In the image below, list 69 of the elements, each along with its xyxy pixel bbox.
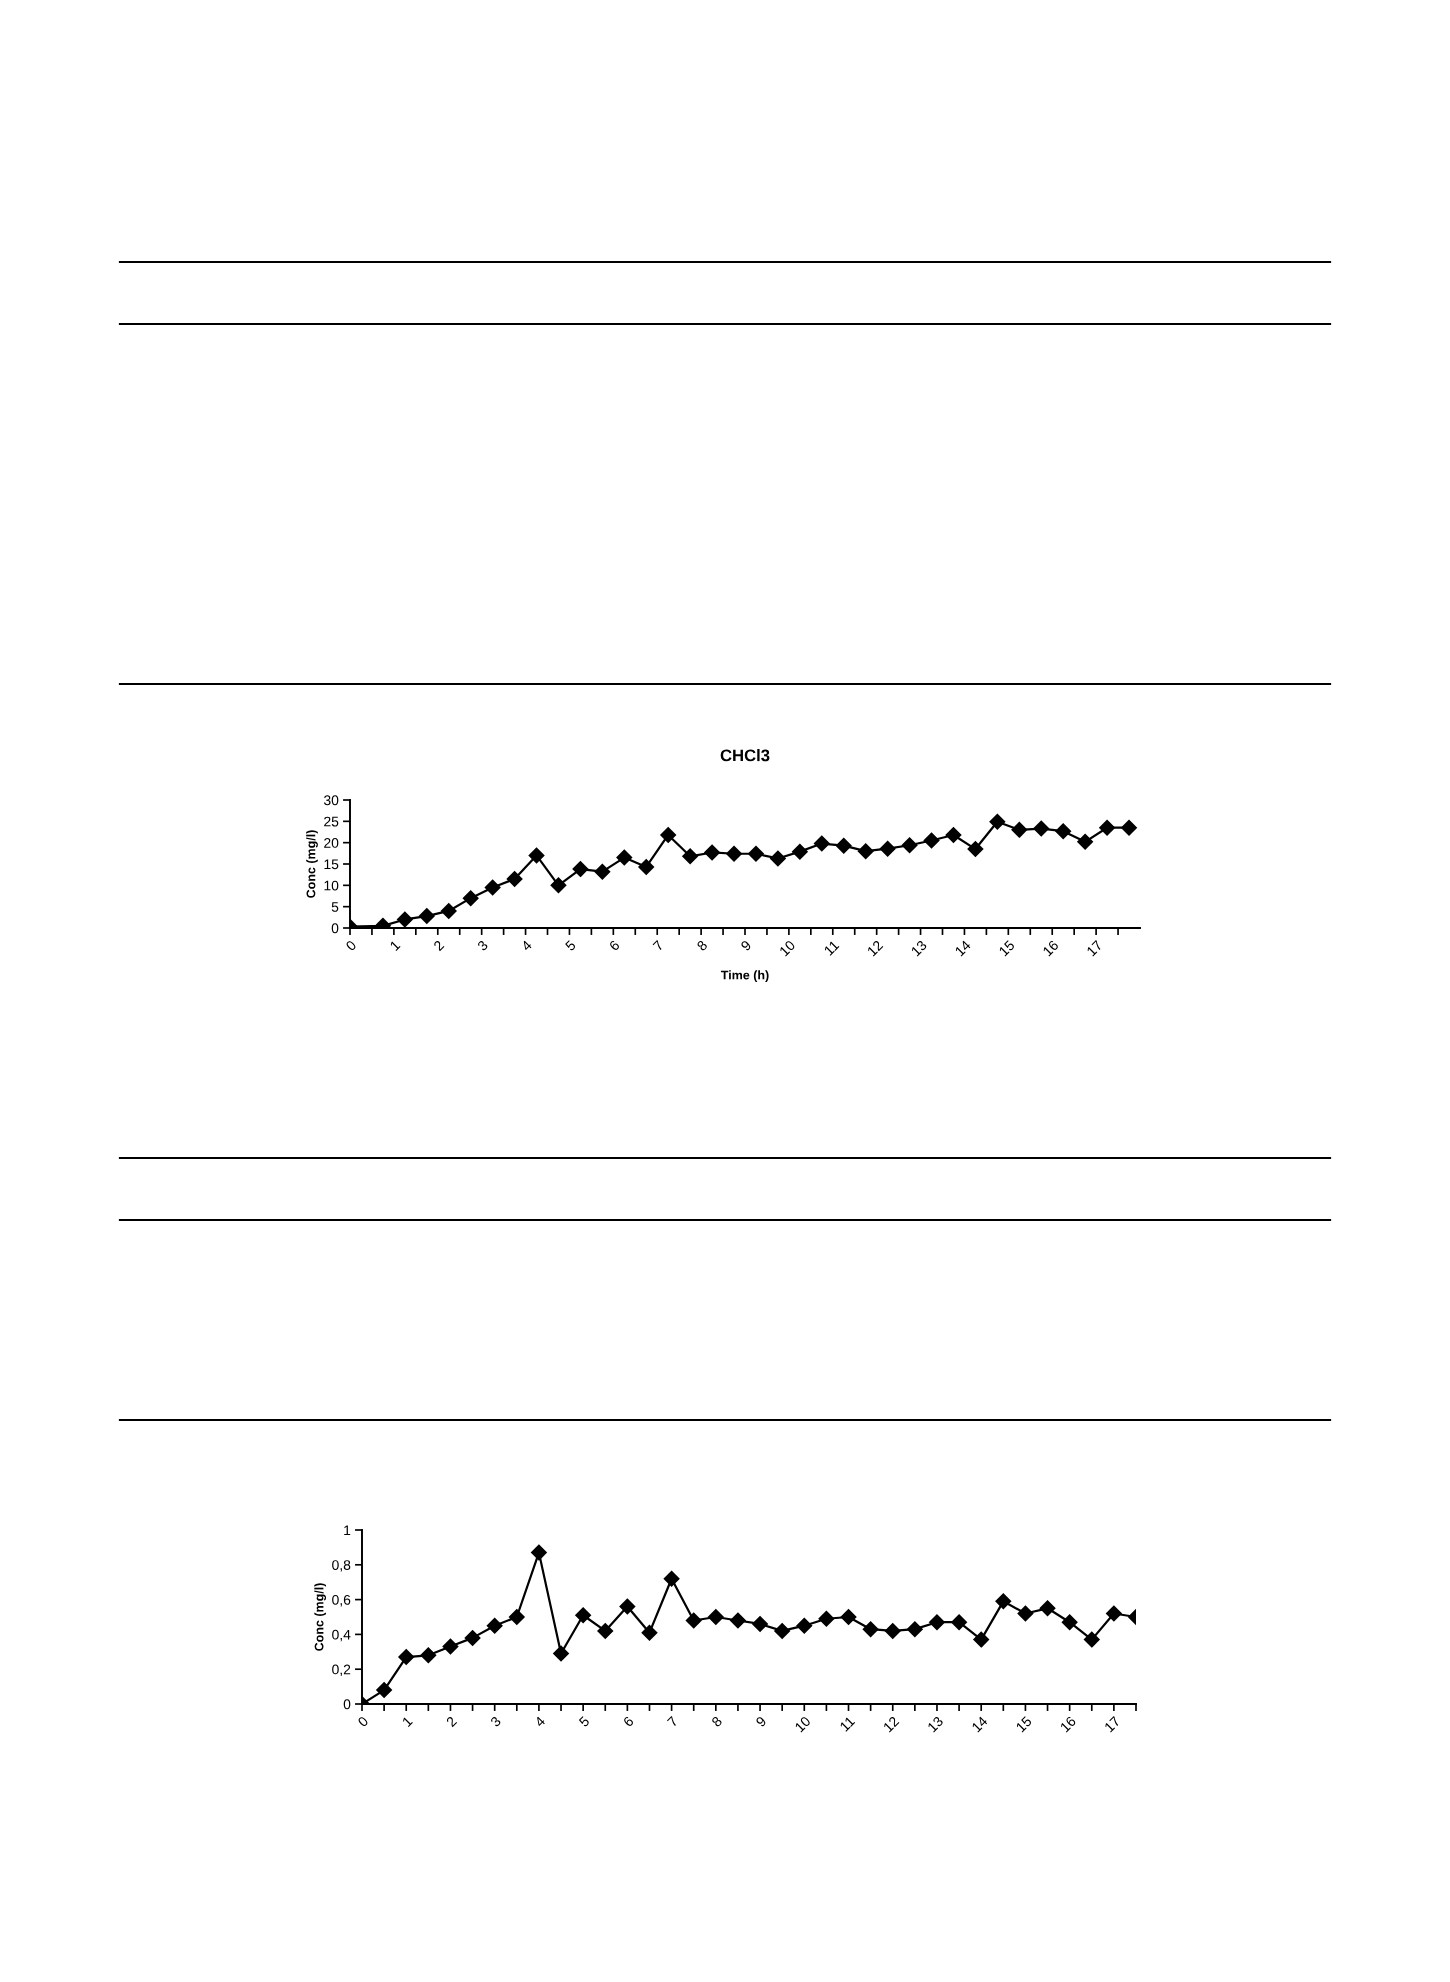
point [484, 879, 501, 896]
point [752, 1616, 768, 1632]
point [619, 1598, 636, 1615]
point [945, 827, 962, 843]
point [1077, 834, 1093, 850]
point [442, 1638, 459, 1655]
point [951, 1614, 967, 1630]
point [531, 1544, 547, 1561]
point [1099, 820, 1115, 836]
point [879, 840, 896, 857]
point [572, 861, 589, 877]
point [1039, 1600, 1056, 1616]
point [597, 1623, 613, 1639]
point [901, 837, 918, 853]
point [660, 827, 676, 843]
point [770, 850, 786, 867]
point [885, 1623, 901, 1639]
point [708, 1609, 724, 1625]
point [836, 837, 852, 854]
point [398, 1649, 414, 1665]
point [1033, 820, 1049, 837]
point [463, 890, 479, 906]
point [464, 1630, 481, 1646]
point [774, 1623, 790, 1639]
point [929, 1614, 945, 1630]
point [1106, 1605, 1122, 1622]
point [441, 903, 457, 919]
point [616, 849, 632, 866]
point [487, 1618, 503, 1634]
point [550, 877, 567, 894]
point [575, 1607, 591, 1623]
point [528, 847, 545, 864]
point [397, 911, 413, 928]
point [663, 1571, 680, 1587]
point [923, 832, 940, 849]
point [792, 843, 808, 860]
point [748, 846, 764, 862]
point [509, 1609, 525, 1625]
point [1061, 1614, 1078, 1630]
point [995, 1593, 1011, 1610]
point [506, 871, 523, 887]
point [989, 814, 1006, 830]
point [376, 1682, 392, 1698]
point [704, 844, 720, 861]
point [726, 846, 742, 862]
point [682, 848, 698, 864]
point [1121, 820, 1137, 836]
point [553, 1645, 569, 1662]
point [594, 864, 611, 880]
point [814, 835, 830, 852]
point [862, 1621, 879, 1637]
point [967, 841, 984, 857]
point [686, 1612, 702, 1629]
point [1017, 1605, 1034, 1622]
point [638, 859, 654, 875]
point [907, 1621, 923, 1637]
point [1055, 823, 1071, 839]
point [1011, 822, 1027, 838]
point [730, 1612, 746, 1629]
point [641, 1624, 658, 1641]
point [840, 1609, 857, 1625]
point [796, 1618, 812, 1634]
point [858, 843, 874, 859]
chart-title: CHCl3 [720, 749, 770, 762]
point [818, 1611, 835, 1627]
point [1084, 1631, 1100, 1648]
point [973, 1631, 989, 1648]
point [420, 1647, 437, 1663]
point [419, 908, 435, 924]
